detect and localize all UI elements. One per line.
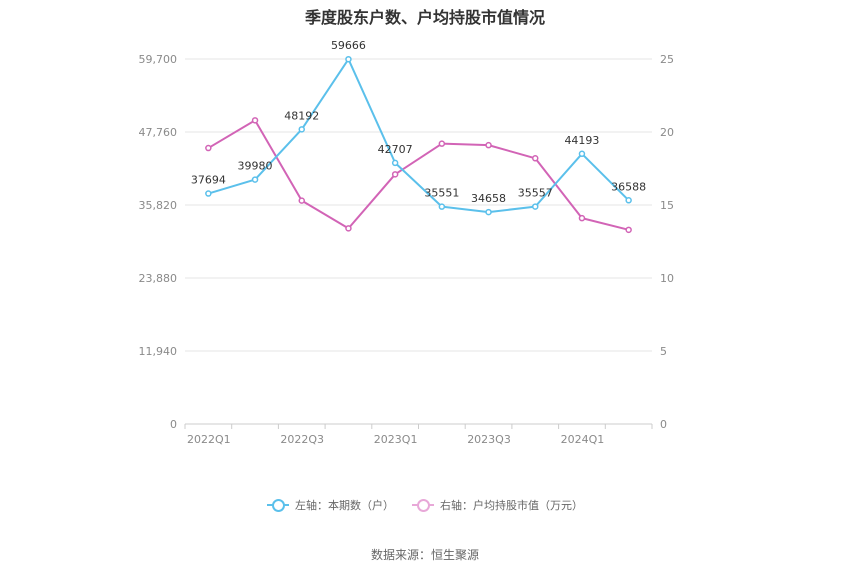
point-holders[interactable] bbox=[251, 176, 259, 183]
grid-lines bbox=[185, 58, 652, 425]
legend-swatch-holders bbox=[267, 499, 289, 512]
point-holders[interactable] bbox=[391, 159, 399, 167]
point-avg-value[interactable] bbox=[485, 141, 492, 149]
point-avg-value[interactable] bbox=[578, 214, 586, 222]
x-tick-label: 2024Q1 bbox=[561, 433, 605, 446]
right-tick-label: 15 bbox=[660, 199, 674, 212]
right-tick-label: 20 bbox=[660, 126, 674, 139]
point-holders[interactable] bbox=[485, 208, 492, 216]
data-label-holders: 35557 bbox=[518, 187, 553, 200]
data-labels: 37694 39980 48192 59666 42707 35551 34658 35557… bbox=[191, 39, 646, 205]
legend-label-avg-value: 右轴：户均持股市值（万元） bbox=[440, 499, 583, 512]
data-label-holders: 36588 bbox=[611, 180, 646, 193]
point-holders[interactable] bbox=[345, 55, 352, 63]
data-label-holders: 39980 bbox=[238, 160, 273, 173]
point-holders[interactable] bbox=[532, 203, 539, 210]
data-label-holders: 42707 bbox=[378, 143, 413, 156]
series-lines bbox=[207, 58, 630, 231]
legend-item-avg-value[interactable]: 右轴：户均持股市值（万元） bbox=[412, 497, 583, 513]
x-tick-label: 2023Q1 bbox=[374, 433, 418, 446]
left-axis: 0 11,940 23,880 35,820 47,760 59,700 bbox=[139, 53, 178, 431]
left-tick-label: 35,820 bbox=[139, 199, 178, 212]
x-axis: 2022Q1 2022Q3 2023Q1 2023Q3 2024Q1 bbox=[184, 424, 653, 446]
legend-item-holders[interactable]: 左轴：本期数（户） bbox=[267, 497, 394, 513]
data-label-holders: 44193 bbox=[564, 134, 599, 147]
point-avg-value[interactable] bbox=[298, 197, 305, 204]
source-note: 数据来源：恒生聚源 bbox=[370, 548, 479, 562]
point-holders[interactable] bbox=[438, 203, 446, 210]
left-tick-label: 11,940 bbox=[139, 345, 178, 358]
point-holders[interactable] bbox=[298, 126, 305, 133]
point-avg-value[interactable] bbox=[205, 144, 212, 152]
data-label-holders: 34658 bbox=[471, 192, 506, 205]
x-tick-label: 2022Q1 bbox=[187, 433, 231, 446]
point-avg-value[interactable] bbox=[345, 225, 352, 232]
point-avg-value[interactable] bbox=[251, 117, 259, 124]
right-tick-label: 10 bbox=[660, 272, 674, 285]
legend-label-holders: 左轴：本期数（户） bbox=[295, 499, 394, 512]
legend-swatch-avg-value bbox=[412, 499, 434, 512]
point-avg-value[interactable] bbox=[438, 140, 446, 147]
left-tick-label: 23,880 bbox=[139, 272, 178, 285]
data-label-holders: 59666 bbox=[331, 39, 366, 52]
data-label-holders: 48192 bbox=[284, 109, 319, 122]
point-holders[interactable] bbox=[625, 197, 632, 204]
data-label-holders: 35551 bbox=[424, 187, 459, 200]
point-avg-value[interactable] bbox=[391, 171, 399, 178]
left-tick-label: 47,760 bbox=[139, 126, 178, 139]
point-avg-value[interactable] bbox=[532, 155, 539, 162]
chart-title: 季度股东户数、户均持股市值情况 bbox=[304, 8, 545, 27]
point-avg-value[interactable] bbox=[625, 226, 632, 234]
right-axis: 0 5 10 15 20 25 bbox=[660, 53, 674, 431]
x-tick-label: 2022Q3 bbox=[280, 433, 324, 446]
x-tick-label: 2023Q3 bbox=[467, 433, 511, 446]
right-tick-label: 0 bbox=[660, 418, 667, 431]
right-tick-label: 5 bbox=[660, 345, 667, 358]
data-label-holders: 37694 bbox=[191, 174, 226, 187]
point-holders[interactable] bbox=[578, 150, 586, 158]
series-line-holders bbox=[208, 58, 630, 214]
legend: 左轴：本期数（户） 右轴：户均持股市值（万元） bbox=[0, 497, 850, 513]
series-line-avg-value bbox=[207, 119, 629, 231]
series-points bbox=[205, 55, 632, 234]
left-tick-label: 0 bbox=[170, 418, 177, 431]
point-holders[interactable] bbox=[205, 190, 212, 197]
left-tick-label: 59,700 bbox=[139, 53, 178, 66]
right-tick-label: 25 bbox=[660, 53, 674, 66]
